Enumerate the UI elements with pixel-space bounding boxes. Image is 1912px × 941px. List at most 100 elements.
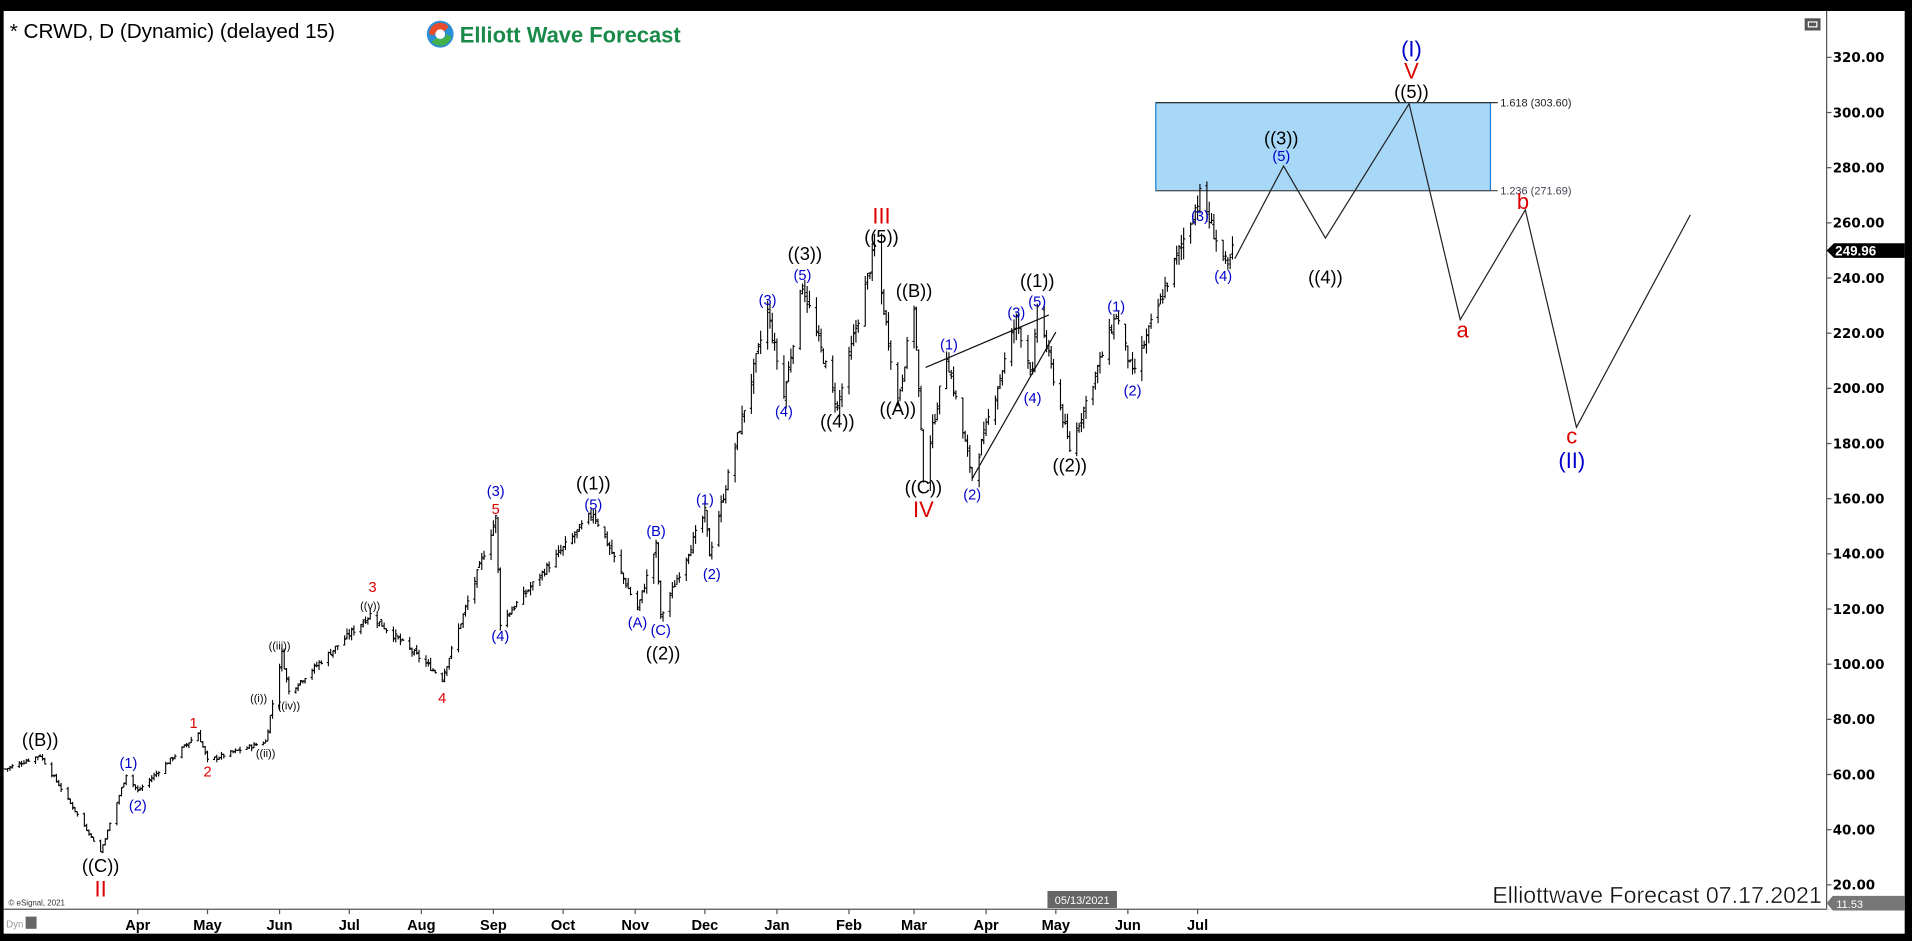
price-bar [1163, 276, 1167, 299]
price-bar [415, 644, 419, 655]
magnifier-icon[interactable] [25, 916, 37, 929]
wave-label: ((iii)) [269, 641, 291, 653]
price-bar [1198, 183, 1202, 214]
price-bar [954, 390, 958, 400]
price-bar [854, 319, 858, 343]
dyn-label[interactable]: Dyn [6, 920, 23, 931]
price-bar [749, 373, 753, 414]
price-bar [717, 510, 721, 547]
price-bar [466, 595, 470, 611]
wave-label: (1) [120, 756, 138, 772]
x-axis-ticks: Apr May Jun Jul Aug Sep Oct Nov Dec Jan Feb Mar Apr M… [125, 909, 1208, 934]
x-tick-label: Oct [551, 918, 575, 934]
price-bar [447, 657, 451, 670]
price-bar [189, 736, 193, 744]
price-bar [528, 581, 533, 596]
y-tick-label: 20.00 [1833, 879, 1875, 894]
price-bar [1114, 313, 1118, 320]
price-axis[interactable] [1826, 10, 1905, 910]
price-bar [449, 645, 454, 660]
price-bar [26, 758, 31, 762]
price-bar [951, 366, 956, 397]
price-bar [979, 438, 984, 456]
y-tick-label: 320.00 [1833, 51, 1885, 66]
price-bar [1191, 213, 1195, 225]
price-bar [277, 663, 282, 711]
price-bar [1205, 181, 1209, 222]
wave-label: (5) [794, 268, 812, 284]
wave-label: ((i)) [250, 693, 267, 705]
price-bar [108, 822, 112, 832]
price-bar [119, 787, 124, 797]
symbol-title: * CRWD, D (Dynamic) (delayed 15) [10, 20, 335, 43]
price-bar [231, 750, 235, 754]
price-bar [124, 774, 128, 786]
price-bar [726, 469, 730, 491]
price-bar [635, 590, 640, 611]
price-bar [1026, 334, 1030, 369]
restore-window-icon[interactable] [1804, 18, 1821, 31]
wave-label: ((B)) [896, 280, 933, 301]
price-bar [768, 304, 772, 329]
x-tick-label: Feb [836, 918, 862, 934]
price-bar [852, 324, 856, 347]
bottom-value-tag: 11.53 [1826, 895, 1905, 911]
price-bar [540, 570, 544, 581]
price-bar [687, 553, 691, 565]
cursor-date-tag: 05/13/2021 [1047, 890, 1117, 909]
price-bar [661, 611, 665, 622]
wave-label: ((4)) [1308, 266, 1343, 287]
price-bar [40, 754, 45, 761]
wave-label: ((A)) [880, 398, 917, 419]
price-bar [71, 801, 75, 810]
wave-label: II [95, 877, 107, 902]
price-bar [798, 289, 802, 351]
wave-label: (II) [1558, 448, 1585, 473]
price-bar [1077, 422, 1081, 433]
wave-label: (2) [129, 799, 147, 815]
time-axis[interactable] [3, 909, 1905, 934]
price-bar [391, 626, 396, 642]
price-bar [298, 680, 303, 686]
price-bar [1172, 257, 1176, 288]
wave-label: (5) [1028, 295, 1046, 311]
plot-area[interactable] [3, 10, 1827, 910]
price-bar [1107, 318, 1111, 365]
wave-label: (1) [696, 492, 714, 508]
price-bar [301, 680, 305, 684]
price-bar [949, 369, 953, 379]
price-bar [733, 442, 737, 483]
price-bar [831, 355, 835, 393]
wave-label: (4) [1214, 269, 1232, 285]
price-bar [1214, 229, 1218, 252]
price-bar [66, 786, 70, 801]
wave-label: V [1404, 59, 1419, 84]
price-bar [350, 627, 354, 641]
price-bar [821, 348, 826, 364]
price-bar [222, 753, 226, 759]
wave-label: 4 [438, 691, 446, 707]
price-bar [1161, 289, 1165, 304]
wave-label: ((3)) [788, 243, 823, 264]
x-tick-label: Sep [480, 918, 507, 934]
price-bar [900, 374, 905, 392]
price-bar [236, 749, 240, 751]
price-bar [8, 765, 12, 771]
price-bar [491, 520, 495, 536]
price-bar [1012, 319, 1016, 344]
price-bar [856, 319, 860, 333]
wave-label: ((1)) [576, 473, 611, 494]
price-bar [819, 328, 823, 353]
price-bar [935, 402, 939, 421]
wave-label: (4) [775, 404, 793, 420]
price-bar [805, 285, 809, 313]
last-price-tag: 249.96 [1826, 243, 1905, 258]
price-bar [977, 453, 981, 488]
price-bar [1068, 431, 1072, 453]
wave-label: a [1456, 317, 1469, 342]
price-bar [580, 520, 584, 530]
price-bar [252, 742, 256, 749]
price-bar [589, 509, 593, 521]
price-bar [352, 625, 356, 636]
